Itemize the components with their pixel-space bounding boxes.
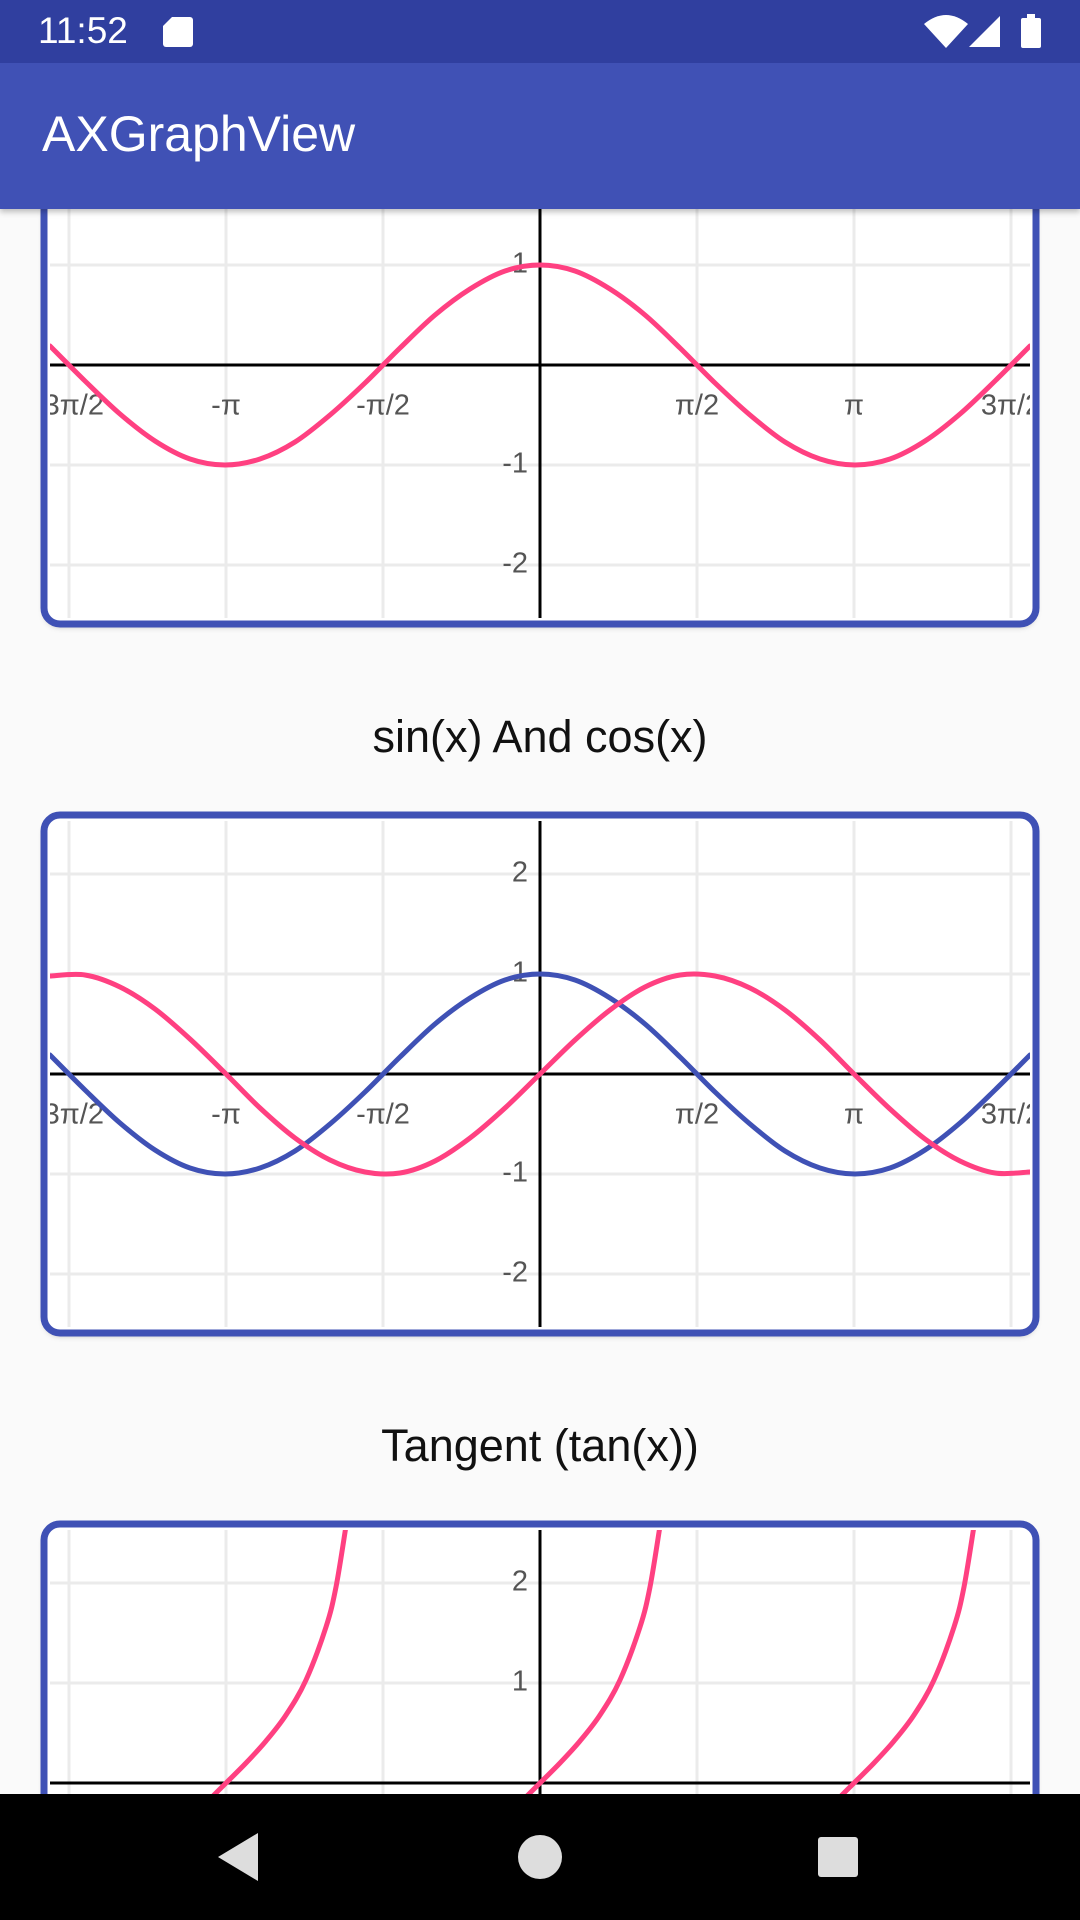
curve — [50, 262, 1030, 468]
y-tick-label: -2 — [502, 548, 528, 580]
x-tick-label: π/2 — [675, 390, 719, 422]
graph-title: Tangent (tan(x)) — [381, 1420, 699, 1471]
y-tick-label: -2 — [502, 1257, 528, 1289]
x-tick-label: π/2 — [675, 1099, 719, 1131]
curve — [50, 971, 1030, 1177]
x-tick-label: -π — [211, 390, 241, 422]
home-button[interactable] — [518, 1835, 562, 1879]
y-tick-label: 1 — [512, 957, 528, 989]
x-tick-label: -π/2 — [356, 1099, 410, 1131]
plot-area: 12 — [50, 1530, 1030, 1920]
plot-area: -3π/2 -π -π/2 π/2 π 3π/2 -2 -1 1 — [34, 112, 1041, 618]
x-tick-label: π — [844, 1099, 864, 1131]
y-tick-label: -1 — [502, 1157, 528, 1189]
sd-card-icon — [163, 17, 193, 47]
app-title: AXGraphView — [42, 106, 356, 162]
x-tick-label: -π — [211, 1099, 241, 1131]
curve — [203, 1530, 976, 1806]
graph-card: sin(x) And cos(x) -3π/2 -π -π/2 π/2 π 3π/2 -2 -1… — [34, 711, 1041, 1337]
x-tick-label: 3π/2 — [981, 1099, 1041, 1131]
y-tick-label: 1 — [512, 1666, 528, 1698]
wifi-icon — [924, 15, 968, 48]
card-border — [40, 811, 1040, 1337]
y-tick-label: 2 — [512, 1566, 528, 1598]
battery-tip — [1027, 14, 1035, 19]
y-tick-label: -1 — [502, 448, 528, 480]
graph-card: -3π/2 -π -π/2 π/2 π 3π/2 -2 -1 1 — [34, 102, 1041, 628]
x-tick-label: 3π/2 — [981, 390, 1041, 422]
app-bar — [0, 63, 1080, 209]
signal-icon — [969, 16, 1000, 47]
x-tick-label: π — [844, 390, 864, 422]
back-button[interactable] — [218, 1833, 258, 1881]
card-border — [40, 1520, 1040, 1920]
status-bar — [0, 0, 1080, 63]
curve — [50, 971, 1030, 1177]
y-tick-label: 1 — [512, 248, 528, 280]
plot-area: -3π/2 -π -π/2 π/2 π 3π/2 -2 -1 1 2 — [34, 821, 1041, 1327]
recents-button[interactable] — [818, 1837, 858, 1877]
graph-title: sin(x) And cos(x) — [372, 711, 707, 762]
battery-icon — [1021, 18, 1041, 48]
y-tick-label: 2 — [512, 857, 528, 889]
x-tick-label: -3π/2 — [34, 1099, 104, 1131]
x-tick-label: -3π/2 — [34, 390, 104, 422]
status-time: 11:52 — [38, 10, 128, 51]
x-tick-label: -π/2 — [356, 390, 410, 422]
